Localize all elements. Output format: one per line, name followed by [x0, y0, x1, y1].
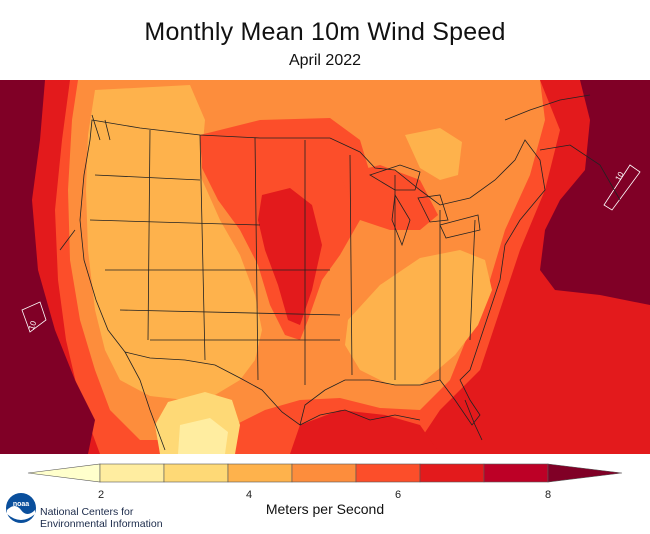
wind-band-8-plus-pacific — [0, 80, 95, 454]
svg-text:noaa: noaa — [13, 501, 29, 508]
wind-band-6-7-lakes — [340, 165, 438, 230]
legend-segment-4 — [291, 463, 357, 483]
wind-band-7-8-plains — [258, 188, 322, 325]
wind-band-4-5-southeast — [345, 250, 492, 385]
wind-band-8-plus-atlantic — [540, 80, 650, 305]
legend-segment-5 — [355, 463, 421, 483]
coastlines — [124, 94, 621, 451]
map-subtitle: April 2022 — [288, 52, 362, 69]
legend-tick-6: 6 — [395, 489, 401, 501]
svg-text:10: 10 — [27, 319, 39, 331]
contour-label-west: 10 — [21, 301, 47, 333]
legend-units: Meters per Second — [266, 501, 384, 517]
legend-segment-2 — [163, 463, 229, 483]
us-boundaries — [59, 114, 546, 426]
legend-segment-min — [27, 463, 101, 483]
wind-band-4-5-north — [405, 128, 462, 180]
legend-segment-7 — [483, 463, 549, 483]
wind-speed-map: 10 10 — [0, 80, 650, 454]
legend-segment-3 — [227, 463, 293, 483]
wind-band-7-8-gulf — [290, 410, 440, 454]
legend-segment-6 — [419, 463, 485, 483]
wind-band-2-3 — [178, 418, 228, 454]
wind-band-4-5-west — [86, 85, 262, 400]
ncei-credit: National Centers for Environmental Infor… — [40, 506, 163, 530]
legend-segment-max — [547, 463, 623, 483]
legend-tick-4: 4 — [246, 489, 252, 501]
legend-tick-8: 8 — [545, 489, 551, 501]
ncei-credit-line2: Environmental Information — [40, 518, 163, 530]
great-lakes — [369, 164, 481, 247]
legend-colorbar: 2 4 6 8 Meters per Second noaa — [6, 463, 623, 523]
ncei-credit-line1: National Centers for — [40, 506, 134, 518]
map-title: Monthly Mean 10m Wind Speed — [144, 18, 506, 46]
legend-tick-2: 2 — [98, 489, 104, 501]
noaa-logo: noaa — [6, 493, 36, 523]
legend-segment-1 — [99, 463, 165, 483]
us-outline — [79, 119, 546, 426]
